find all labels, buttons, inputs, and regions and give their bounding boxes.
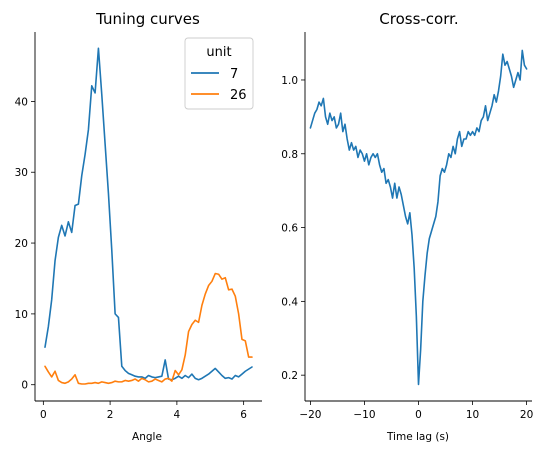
cross-corr-series-line-0 (309, 49, 528, 386)
cross-corr-x-tick-label: −20 (299, 409, 321, 421)
cross-corr-x-tick-label: −10 (353, 409, 375, 421)
legend-label-unit-26: 26 (230, 88, 247, 103)
tuning-curves-x-tick-label: 4 (174, 409, 181, 421)
cross-corr-y-tick-label: 0.8 (281, 149, 298, 161)
tuning-curves-y-tick-label: 0 (21, 380, 28, 392)
tuning-curves-series-line-26 (44, 272, 253, 385)
cross-corr-y-tick-label: 0.4 (281, 296, 298, 308)
tuning-curves-xlabel: Angle (132, 431, 162, 443)
tuning-curves-title: Tuning curves (95, 10, 200, 28)
tuning-curves-y-tick-label: 30 (15, 167, 28, 179)
tuning-curves-panel: Tuning curves 0 2 4 6 0 10 20 30 40 Angle unit 7… (15, 10, 262, 443)
tuning-curves-x-tick-label: 0 (40, 409, 47, 421)
tuning-curves-y-tick-label: 40 (15, 96, 28, 108)
tuning-curves-x-tick-label: 2 (107, 409, 114, 421)
tuning-curves-y-tick-label: 10 (15, 309, 28, 321)
tuning-curves-series-line-7 (44, 47, 253, 381)
tuning-curves-ticks: 0 2 4 6 0 10 20 30 40 (15, 96, 248, 421)
legend: unit 7 26 (184, 37, 254, 110)
cross-corr-x-tick-label: 20 (520, 409, 533, 421)
cross-corr-panel: Cross-corr. −20 −10 0 10 20 0.2 0.4 0.6 0.8 1.0 T… (281, 10, 533, 443)
cross-corr-y-tick-label: 1.0 (281, 75, 298, 87)
cross-corr-series (309, 49, 528, 386)
tuning-curves-series (44, 47, 253, 385)
cross-corr-ticks: −20 −10 0 10 20 0.2 0.4 0.6 0.8 1.0 (281, 75, 533, 421)
tuning-curves-x-tick-label: 6 (240, 409, 247, 421)
legend-label-unit-7: 7 (230, 67, 238, 82)
legend-title: unit (206, 45, 231, 60)
cross-corr-y-tick-label: 0.2 (281, 370, 298, 382)
cross-corr-title: Cross-corr. (379, 10, 458, 28)
cross-corr-y-tick-label: 0.6 (281, 223, 298, 235)
cross-corr-x-tick-label: 10 (466, 409, 479, 421)
tuning-curves-y-tick-label: 20 (15, 238, 28, 250)
cross-corr-x-tick-label: 0 (415, 409, 422, 421)
cross-corr-xlabel: Time lag (s) (386, 431, 449, 443)
